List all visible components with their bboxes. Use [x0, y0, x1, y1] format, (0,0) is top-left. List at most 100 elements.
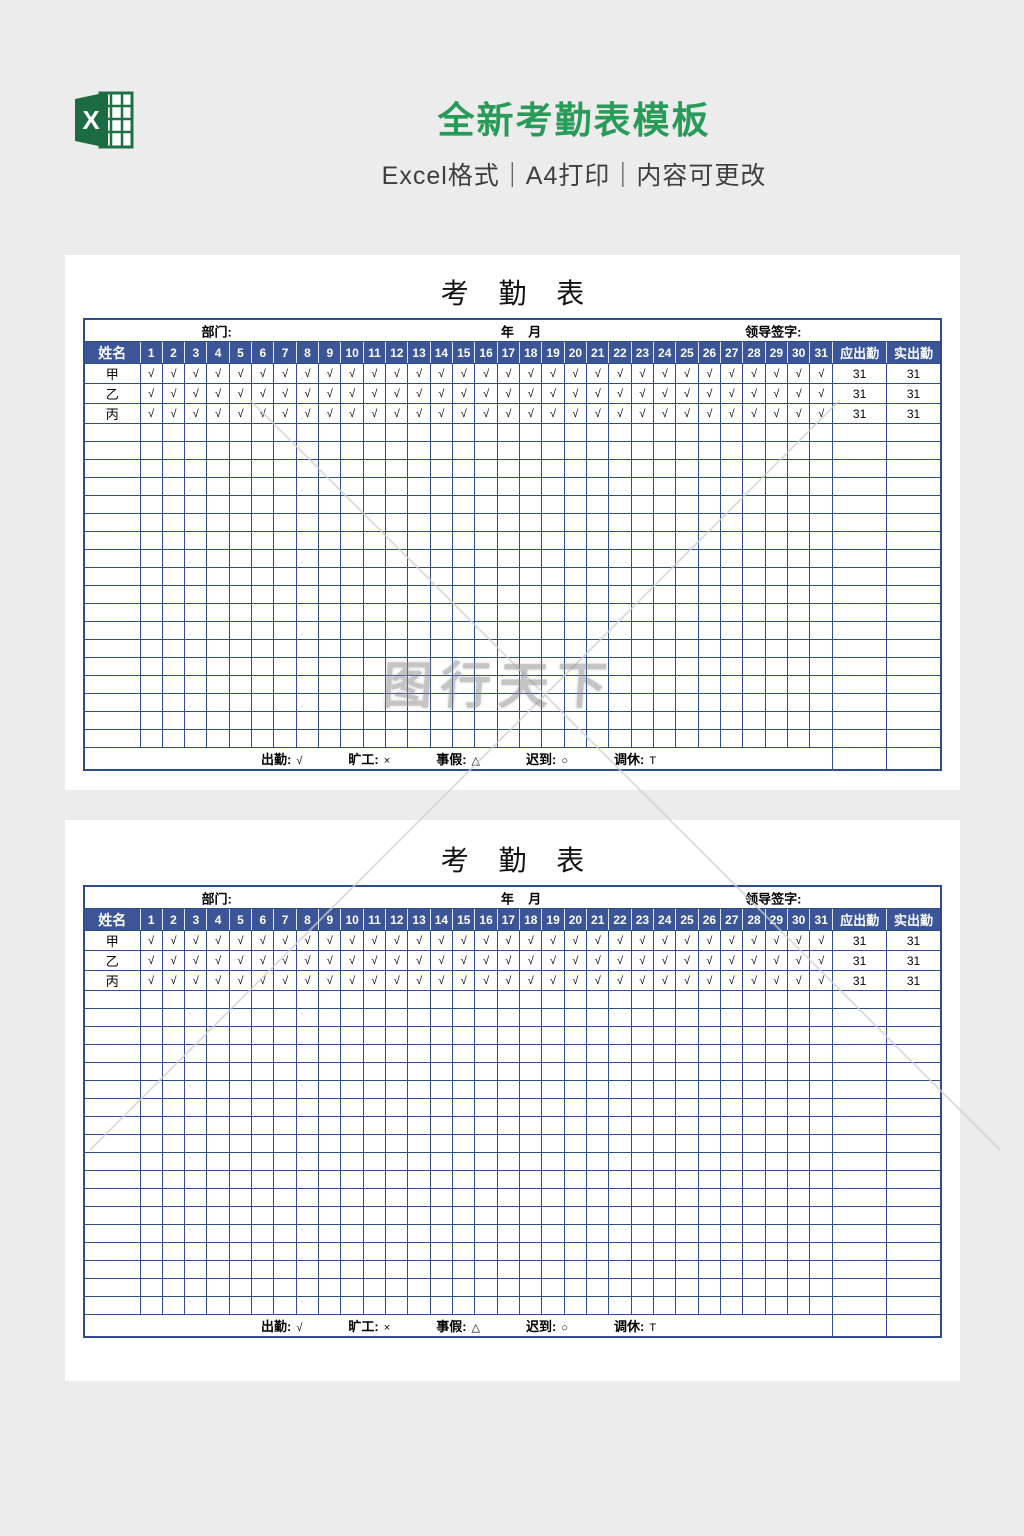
- sheet-title: 考 勤 表: [440, 845, 585, 876]
- legend-symbol: √: [296, 755, 303, 767]
- day-column-header: 4: [206, 341, 230, 364]
- attendance-row: 丙 √ √ √ √ √ √ √ √ √ √ √ √ √ √ √ √ √ √ √ √ √ √ √ √ √ √ √ √ √ √ √ 31 31: [83, 403, 942, 424]
- day-column-header: 2: [161, 908, 186, 931]
- day-column-header: 6: [251, 908, 275, 931]
- attendance-mark: √: [496, 403, 521, 424]
- day-column-header: 19: [541, 908, 565, 931]
- attendance-mark: √: [362, 930, 387, 951]
- day-column-header: 8: [295, 341, 320, 364]
- attendance-mark: √: [340, 363, 364, 384]
- attendance-mark: √: [206, 970, 230, 991]
- leader-signature-label: 领导签字:: [745, 324, 802, 339]
- attendance-mark: √: [496, 363, 521, 384]
- attendance-mark: √: [519, 970, 543, 991]
- attendance-mark: √: [787, 930, 811, 951]
- attendance-mark: √: [787, 363, 811, 384]
- empty-row: [83, 1278, 942, 1297]
- legend-label: 事假:: [436, 752, 467, 767]
- required-days-value: 31: [832, 950, 888, 971]
- attendance-mark: √: [563, 383, 588, 404]
- attendance-mark: √: [653, 950, 677, 971]
- attendance-mark: √: [385, 950, 409, 971]
- actual-days-value: 31: [886, 950, 942, 971]
- attendance-mark: √: [675, 970, 699, 991]
- attendance-mark: √: [697, 970, 722, 991]
- day-column-header: 16: [474, 908, 498, 931]
- legend-item: 旷工: ×: [348, 749, 390, 768]
- attendance-table: 部门: 年 月领导签字: 姓名 1 2 3 4 5 6 7 8 9 10 11 12 13 14 15 16 17 18…: [83, 318, 942, 771]
- attendance-mark: √: [429, 930, 454, 951]
- attendance-mark: √: [474, 930, 498, 951]
- attendance-mark: √: [675, 383, 699, 404]
- legend-label: 迟到:: [526, 1319, 557, 1334]
- attendance-mark: √: [764, 363, 789, 384]
- day-column-header: 21: [586, 908, 610, 931]
- legend-item: 事假: △: [436, 749, 480, 768]
- attendance-mark: √: [206, 383, 230, 404]
- empty-row: [83, 1080, 942, 1099]
- attendance-mark: √: [184, 383, 208, 404]
- attendance-mark: √: [608, 383, 632, 404]
- table-header-row: 姓名 1 2 3 4 5 6 7 8 9 10 11 12 13 14 15 16 17 18 19 20 21 22 23 2…: [83, 908, 942, 931]
- day-column-header: 15: [452, 341, 476, 364]
- day-column-header: 5: [228, 908, 253, 931]
- attendance-mark: √: [452, 970, 476, 991]
- attendance-row: 甲 √ √ √ √ √ √ √ √ √ √ √ √ √ √ √ √ √ √ √ √ √ √ √ √ √ √ √ √ √ √ √ 31 31: [83, 363, 942, 384]
- attendance-mark: √: [340, 950, 364, 971]
- attendance-mark: √: [318, 930, 342, 951]
- attendance-mark: √: [586, 363, 610, 384]
- attendance-mark: √: [206, 403, 230, 424]
- attendance-mark: √: [362, 363, 387, 384]
- attendance-mark: √: [474, 950, 498, 971]
- attendance-mark: √: [429, 363, 454, 384]
- attendance-mark: √: [139, 950, 163, 971]
- attendance-row: 乙 √ √ √ √ √ √ √ √ √ √ √ √ √ √ √ √ √ √ √ √ √ √ √ √ √ √ √ √ √ √ √ 31 31: [83, 950, 942, 971]
- attendance-mark: √: [429, 950, 454, 971]
- employee-name: 甲: [83, 930, 141, 951]
- day-column-header: 23: [630, 341, 655, 364]
- attendance-mark: √: [452, 363, 476, 384]
- attendance-mark: √: [318, 383, 342, 404]
- attendance-sheet-card-1: 考 勤 表 部门: 年 月领导签字: 姓名 1 2 3 4 5 6 7 8 9 10 11 12 13 14 15…: [65, 255, 960, 790]
- empty-row: [83, 693, 942, 712]
- empty-row: [83, 1062, 942, 1081]
- employee-name: 丙: [83, 970, 141, 991]
- required-column-header: 应出勤: [832, 341, 888, 364]
- attendance-table: 部门: 年 月领导签字: 姓名 1 2 3 4 5 6 7 8 9 10 11 12 13 14 15 16 17 18…: [83, 885, 942, 1338]
- required-days-value: 31: [832, 383, 888, 404]
- attendance-mark: √: [720, 970, 744, 991]
- attendance-mark: √: [541, 383, 565, 404]
- empty-row: [83, 1026, 942, 1045]
- attendance-mark: √: [720, 363, 744, 384]
- svg-text:X: X: [82, 105, 100, 135]
- attendance-mark: √: [295, 970, 320, 991]
- empty-row: [83, 531, 942, 550]
- attendance-mark: √: [385, 403, 409, 424]
- empty-row: [83, 585, 942, 604]
- day-column-header: 31: [809, 341, 834, 364]
- legend-symbol: √: [296, 1322, 303, 1334]
- attendance-mark: √: [742, 363, 766, 384]
- empty-row: [83, 639, 942, 658]
- legend-label: 出勤:: [261, 1319, 292, 1334]
- day-column-header: 12: [385, 908, 409, 931]
- day-column-header: 22: [608, 908, 632, 931]
- year-month-label: 年 月: [500, 891, 542, 906]
- attendance-mark: √: [251, 930, 275, 951]
- legend-item: 事假: △: [436, 1316, 480, 1335]
- day-column-header: 30: [787, 341, 811, 364]
- year-month-label: 年 月: [500, 324, 542, 339]
- attendance-mark: √: [586, 970, 610, 991]
- attendance-mark: √: [809, 950, 834, 971]
- attendance-mark: √: [362, 970, 387, 991]
- attendance-mark: √: [742, 403, 766, 424]
- empty-row: [83, 513, 942, 532]
- page-title: 全新考勤表模板: [437, 100, 711, 141]
- day-column-header: 18: [519, 341, 543, 364]
- employee-name: 甲: [83, 363, 141, 384]
- attendance-mark: √: [541, 950, 565, 971]
- actual-days-value: 31: [886, 403, 942, 424]
- attendance-mark: √: [206, 363, 230, 384]
- attendance-mark: √: [295, 950, 320, 971]
